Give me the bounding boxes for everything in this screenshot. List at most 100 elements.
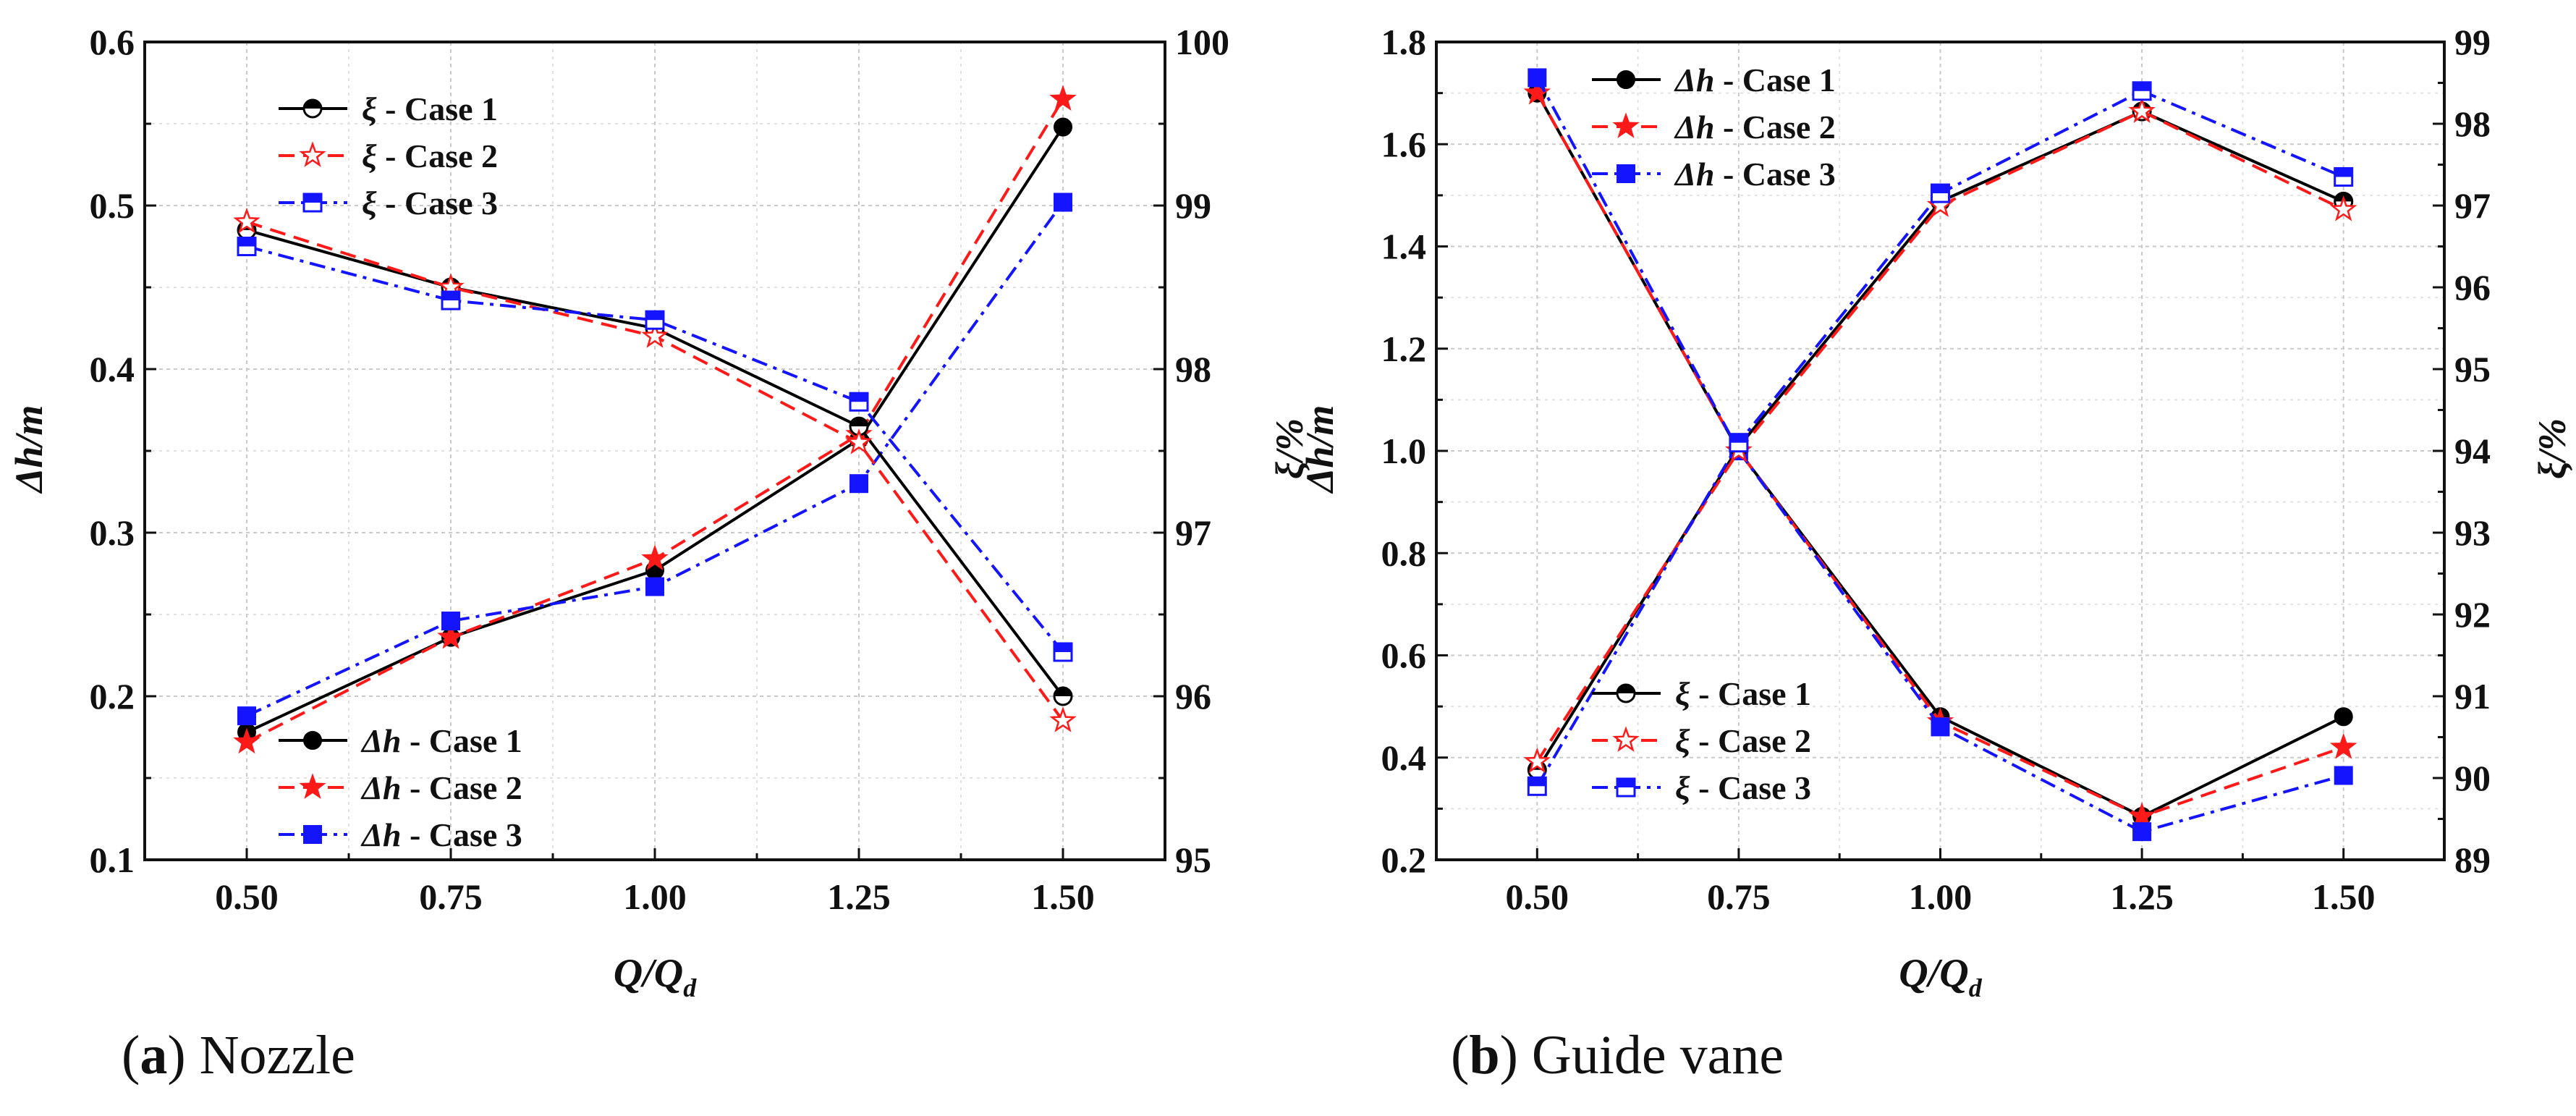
left-tick-label: 0.6 — [1381, 635, 1427, 676]
right-tick-label: 96 — [2454, 267, 2491, 308]
data-point — [1523, 747, 1551, 774]
data-point — [1523, 78, 1551, 105]
right-tick-label: 97 — [1175, 512, 1211, 553]
x-tick-label: 1.00 — [623, 876, 687, 917]
data-point — [849, 416, 869, 436]
right-tick-label: 99 — [2454, 22, 2491, 62]
legend-label: ξ - Case 3 — [1675, 769, 1811, 806]
legend-marker — [303, 825, 322, 844]
legend-label: Δh - Case 2 — [1674, 109, 1836, 145]
right-tick-label: 89 — [2454, 840, 2491, 880]
chart-b: 0.2 0.4 0.6 0.8 1.0 1.2 1.4 1.6 1.8 89 90 91 92 93 94 9… — [1298, 22, 2574, 1002]
legend-label: Δh - Case 1 — [1674, 62, 1836, 98]
legend-entry: ξ - Case 1 — [279, 90, 498, 127]
series-xi-case-3 — [237, 237, 1073, 662]
data-point — [2329, 195, 2357, 221]
x-tick-label: 0.75 — [419, 876, 483, 917]
right-axis-label: ξ/% — [2530, 418, 2574, 479]
data-point — [849, 392, 869, 412]
legend-label: ξ - Case 3 — [362, 185, 498, 221]
left-tick-label: 1.4 — [1381, 227, 1427, 267]
legend-marker — [299, 141, 326, 167]
right-tick-label: 96 — [1175, 676, 1211, 716]
data-point — [2132, 822, 2152, 842]
data-point — [1527, 776, 1547, 796]
legend-entry: Δh - Case 2 — [279, 769, 522, 806]
right-tick-label: 100 — [1175, 22, 1229, 62]
series-xi-case-2 — [233, 207, 1077, 732]
data-point — [2329, 732, 2357, 759]
left-tick-label: 0.4 — [1381, 737, 1427, 778]
data-point — [1049, 85, 1077, 111]
left-axis-label: Δh/m — [7, 405, 51, 494]
data-point — [645, 310, 665, 330]
data-point — [1049, 706, 1077, 732]
data-point — [1931, 717, 1950, 737]
legend-marker — [1616, 683, 1636, 703]
legend-entry: ξ - Case 1 — [1592, 675, 1811, 712]
legend-entry: ξ - Case 2 — [279, 138, 498, 174]
x-tick-label: 1.50 — [1031, 876, 1095, 917]
caption-b: (b) Guide vane — [1451, 1025, 1784, 1086]
right-tick-label: 93 — [2454, 512, 2491, 553]
data-point — [2334, 166, 2354, 187]
data-point — [441, 612, 460, 631]
data-point — [1931, 183, 1950, 203]
legend-entry: ξ - Case 2 — [1592, 722, 1811, 759]
legend-marker — [1612, 112, 1640, 138]
legend-label: ξ - Case 1 — [362, 90, 498, 127]
legend-label: ξ - Case 2 — [362, 138, 498, 174]
right-tick-label: 91 — [2454, 676, 2491, 716]
gridlines — [1436, 41, 2445, 861]
legend-entry: Δh - Case 1 — [1592, 62, 1836, 98]
left-tick-label: 0.6 — [90, 22, 135, 62]
legend-marker — [1617, 164, 1635, 183]
x-tick-label: 1.25 — [827, 876, 891, 917]
data-point — [845, 428, 873, 455]
right-tick-label: 97 — [2454, 185, 2491, 226]
data-point — [1528, 68, 1547, 88]
data-point — [1053, 686, 1073, 706]
legend-marker — [303, 731, 322, 750]
data-point — [641, 544, 669, 571]
left-tick-label: 0.2 — [1381, 840, 1427, 880]
data-point — [2128, 97, 2156, 124]
x-tick-label: 1.00 — [1909, 876, 1973, 917]
left-tick-label: 0.8 — [1381, 533, 1427, 573]
legend-bottom-left: ξ - Case 1 ξ - Case 2 ξ - Case 3 — [1592, 675, 1811, 806]
data-point — [1054, 117, 1072, 137]
data-point — [641, 322, 669, 348]
series-dh-case-3 — [237, 193, 1072, 726]
data-point — [2334, 766, 2353, 785]
legend-marker — [302, 193, 323, 213]
legend-marker — [1612, 726, 1640, 752]
left-tick-label: 0.5 — [90, 185, 135, 226]
gridlines — [144, 41, 1166, 861]
data-point — [1054, 193, 1072, 212]
x-tick-label: 0.50 — [1506, 876, 1569, 917]
x-tick-label: 1.50 — [2312, 876, 2376, 917]
legend-entry: Δh - Case 2 — [1592, 109, 1836, 145]
legend-entry: Δh - Case 1 — [279, 722, 522, 759]
data-point — [2132, 81, 2152, 101]
left-tick-label: 0.2 — [90, 676, 135, 716]
right-tick-label: 98 — [1175, 349, 1211, 389]
left-tick-label: 1.2 — [1381, 329, 1427, 369]
legend-label: ξ - Case 1 — [1675, 675, 1811, 712]
x-axis-label: Q/Qd — [614, 951, 697, 1002]
legend-bottom-left: Δh - Case 1 Δh - Case 2 Δh - Case 3 — [279, 722, 522, 853]
left-axis-label: Δh/m — [1298, 405, 1342, 494]
left-tick-label: 1.6 — [1381, 124, 1427, 164]
series-xi-case-3 — [1527, 81, 2354, 796]
data-point — [237, 237, 257, 256]
data-point — [441, 290, 461, 310]
right-tick-label: 90 — [2454, 758, 2491, 798]
data-point — [850, 474, 868, 494]
data-point — [233, 727, 260, 754]
data-point — [2128, 802, 2156, 828]
data-point — [1053, 642, 1073, 662]
right-tick-label: 95 — [2454, 349, 2491, 389]
right-tick-label: 99 — [1175, 185, 1211, 226]
legend-entry: ξ - Case 3 — [279, 185, 498, 221]
